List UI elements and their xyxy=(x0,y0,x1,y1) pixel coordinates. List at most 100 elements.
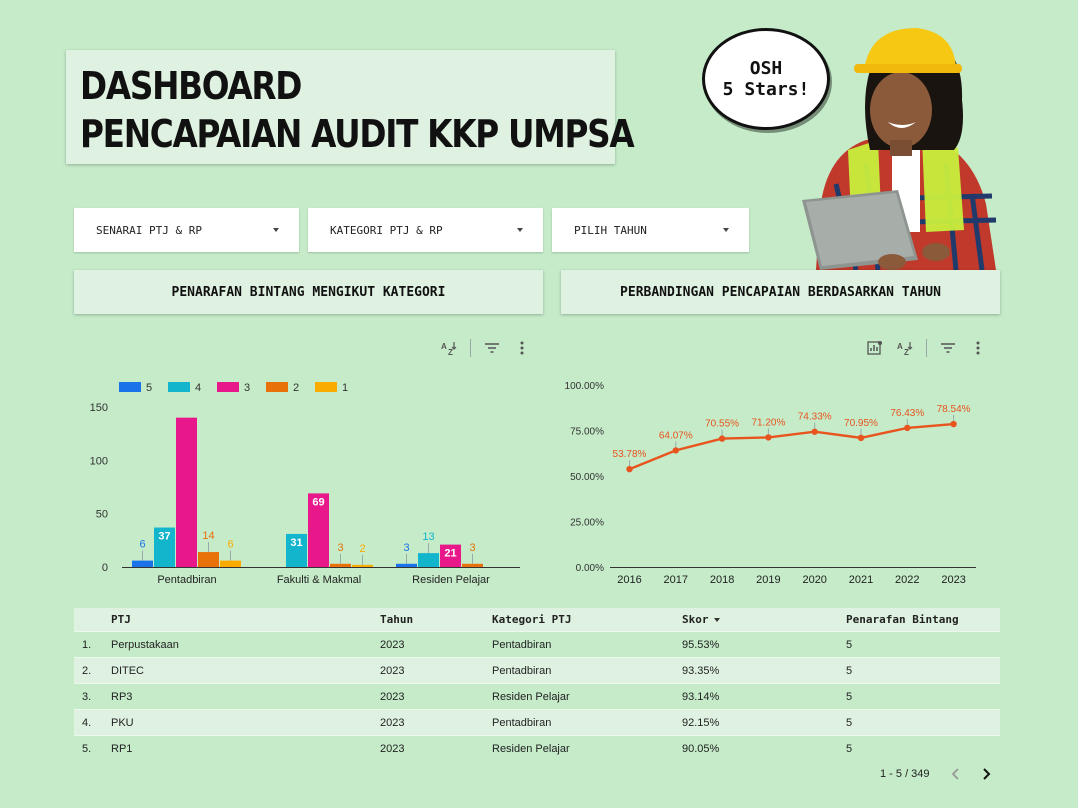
bar xyxy=(132,560,153,567)
bubble-text-line1: OSH xyxy=(749,58,783,79)
table-row[interactable]: 2. DITEC 2023 Pentadbiran 93.35% 5 xyxy=(74,657,1000,683)
more-vert-icon[interactable] xyxy=(969,339,987,357)
data-point xyxy=(857,434,865,442)
pagination-count: 1 - 5 / 349 xyxy=(880,768,930,780)
svg-text:Z: Z xyxy=(448,348,453,356)
dropdown-label: SENARAI PTJ & RP xyxy=(96,223,202,237)
dropdown-caret-icon xyxy=(273,228,279,232)
section-title-penarafan: PENARAFAN BINTANG MENGIKUT KATEGORI xyxy=(74,270,543,314)
cell-no: 3. xyxy=(82,690,92,703)
bar xyxy=(198,552,219,567)
table-row[interactable]: 1. Perpustakaan 2023 Pentadbiran 95.53% 5 xyxy=(74,631,1000,657)
data-point xyxy=(626,465,633,473)
x-category-label: Pentadbiran xyxy=(157,574,216,586)
point-data-label: 70.95% xyxy=(844,418,878,429)
chart-insights-icon[interactable] xyxy=(866,339,884,357)
y-tick-label: 25.00% xyxy=(570,518,604,529)
x-tick-label: 2023 xyxy=(941,574,965,586)
bar xyxy=(462,563,483,567)
cell-skor: 90.05% xyxy=(682,742,720,755)
kategori-ptj-dropdown[interactable]: KATEGORI PTJ & RP xyxy=(308,208,543,252)
bar xyxy=(396,563,417,567)
dashboard-title-line1: DASHBOARD xyxy=(80,64,302,108)
cell-ptj: Perpustakaan xyxy=(111,638,179,651)
cell-skor: 95.53% xyxy=(682,638,720,651)
x-category-label: Residen Pelajar xyxy=(412,574,490,586)
legend-label: 4 xyxy=(195,382,201,394)
cell-skor: 93.35% xyxy=(682,664,720,677)
data-point xyxy=(718,435,726,442)
legend-label: 2 xyxy=(293,382,299,394)
x-tick-label: 2020 xyxy=(802,574,826,586)
table-body: 1. Perpustakaan 2023 Pentadbiran 95.53% 5 2. DI… xyxy=(74,631,1000,761)
cell-skor: 92.15% xyxy=(682,716,720,729)
col-kategori-header[interactable]: Kategori PTJ xyxy=(492,613,572,626)
table-pagination: 1 - 5 / 349 xyxy=(880,766,994,782)
legend-label: 5 xyxy=(146,382,152,394)
bar xyxy=(352,564,373,567)
pilih-tahun-dropdown[interactable]: PILIH TAHUN xyxy=(552,208,749,252)
bar xyxy=(220,560,241,567)
section-title-perbandingan: PERBANDINGAN PENCAPAIAN BERDASARKAN TAHU… xyxy=(561,270,1000,314)
bar xyxy=(176,417,197,567)
legend-swatch xyxy=(266,382,288,392)
table-row[interactable]: 5. RP1 2023 Residen Pelajar 90.05% 5 xyxy=(74,735,1000,761)
more-vert-icon[interactable] xyxy=(513,339,531,357)
col-ptj-header[interactable]: PTJ xyxy=(111,613,131,626)
col-skor-label: Skor xyxy=(682,613,709,626)
senarai-ptj-dropdown[interactable]: SENARAI PTJ & RP xyxy=(74,208,299,252)
cell-kategori: Residen Pelajar xyxy=(492,690,570,703)
bar-data-label: 6 xyxy=(227,539,233,551)
cell-skor: 93.14% xyxy=(682,690,720,703)
x-tick-label: 2016 xyxy=(617,574,641,586)
dropdown-label: KATEGORI PTJ & RP xyxy=(330,223,443,237)
y-tick-label: 50.00% xyxy=(570,472,604,483)
chevron-right-icon[interactable] xyxy=(980,766,994,782)
cell-ptj: RP3 xyxy=(111,690,133,703)
cell-tahun: 2023 xyxy=(380,690,405,703)
cell-tahun: 2023 xyxy=(380,664,405,677)
cell-ptj: DITEC xyxy=(111,664,144,677)
y-tick-label: 100 xyxy=(90,455,108,467)
cell-no: 1. xyxy=(82,638,92,651)
dashboard-title-box: DASHBOARD PENCAPAIAN AUDIT KKP UMPSA xyxy=(66,50,635,164)
col-skor-header[interactable]: Skor xyxy=(682,613,846,626)
bar-data-label: 3 xyxy=(337,542,343,554)
data-point xyxy=(904,424,911,432)
y-tick-label: 50 xyxy=(96,509,108,521)
table-row[interactable]: 4. PKU 2023 Pentadbiran 92.15% 5 xyxy=(74,709,1000,735)
cell-bintang: 5 xyxy=(846,664,853,677)
sort-desc-icon xyxy=(713,617,720,622)
bar xyxy=(440,544,461,567)
point-data-label: 74.33% xyxy=(798,412,832,423)
cell-bintang: 5 xyxy=(846,716,853,729)
table-row[interactable]: 3. RP3 2023 Residen Pelajar 93.14% 5 xyxy=(74,683,1000,709)
bar xyxy=(330,563,351,567)
point-data-label: 71.20% xyxy=(751,417,785,428)
cell-no: 2. xyxy=(82,664,92,677)
filter-icon[interactable] xyxy=(483,339,501,357)
chevron-left-icon[interactable] xyxy=(948,766,962,782)
bar-data-label: 69 xyxy=(312,496,324,508)
data-point xyxy=(950,420,957,428)
cell-kategori: Pentadbiran xyxy=(492,716,552,729)
filter-icon[interactable] xyxy=(939,339,957,357)
cell-kategori: Residen Pelajar xyxy=(492,742,570,755)
table-header-row: PTJ Tahun Kategori PTJ Skor Penarafan Bi… xyxy=(74,608,1000,631)
cell-kategori: Pentadbiran xyxy=(492,664,552,677)
bar-data-label: 13 xyxy=(422,531,434,543)
col-bintang-header[interactable]: Penarafan Bintang xyxy=(846,613,959,626)
bar-data-label: 3 xyxy=(469,542,475,554)
col-tahun-header[interactable]: Tahun xyxy=(380,613,414,626)
bar-data-label: 37 xyxy=(158,531,170,543)
cell-ptj: PKU xyxy=(111,716,134,729)
cell-no: 5. xyxy=(82,742,92,755)
svg-text:Z: Z xyxy=(904,348,909,356)
point-data-label: 70.55% xyxy=(705,419,739,430)
point-data-label: 53.78% xyxy=(613,449,647,460)
